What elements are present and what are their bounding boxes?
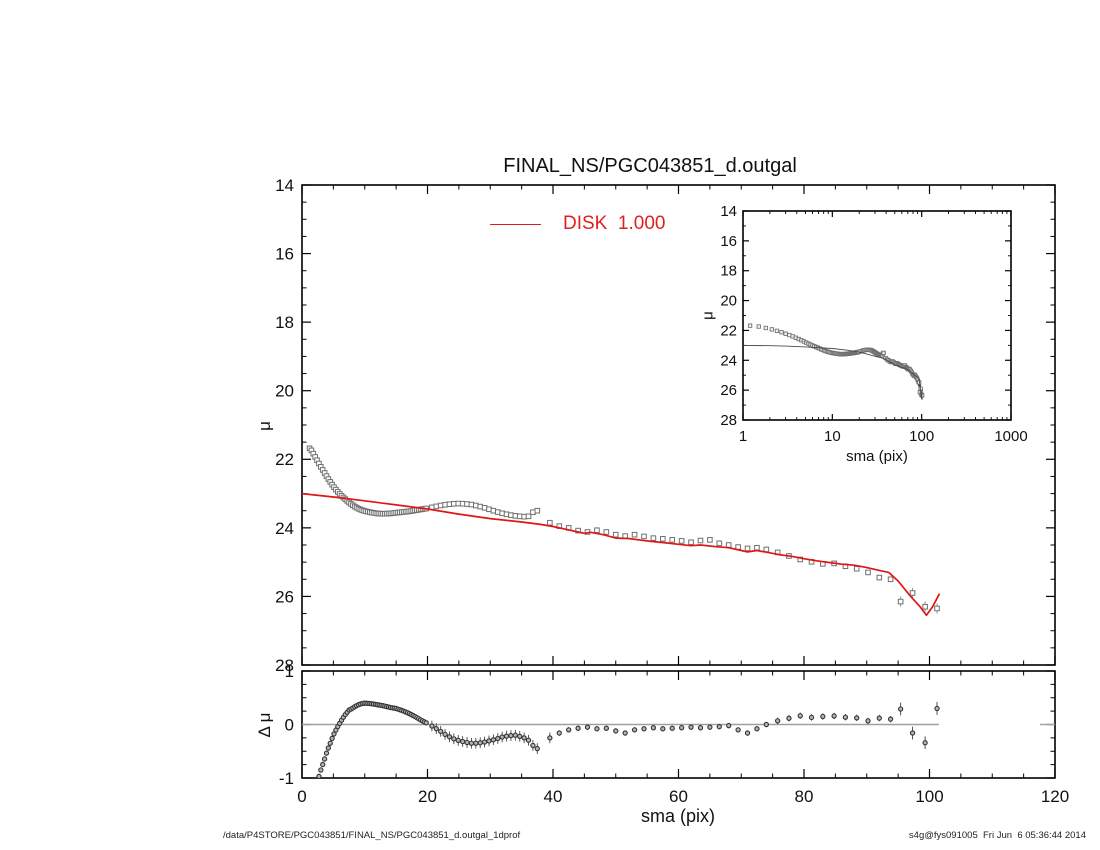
svg-text:16: 16 bbox=[275, 245, 294, 264]
svg-text:14: 14 bbox=[720, 203, 737, 220]
inset-data-points bbox=[747, 323, 925, 398]
svg-text:18: 18 bbox=[720, 263, 737, 280]
residual-data-points bbox=[316, 700, 940, 778]
svg-text:24: 24 bbox=[275, 519, 294, 538]
svg-text:22: 22 bbox=[720, 322, 737, 339]
plot-title: FINAL_NS/PGC043851_d.outgal bbox=[503, 155, 797, 177]
svg-text:10: 10 bbox=[824, 428, 841, 445]
svg-text:20: 20 bbox=[418, 787, 437, 806]
footer-file-path: /data/P4STORE/PGC043851/FINAL_NS/PGC0438… bbox=[223, 830, 521, 841]
residual-error-bars bbox=[318, 701, 938, 778]
inset-model-line bbox=[743, 344, 923, 399]
svg-text:24: 24 bbox=[720, 352, 737, 369]
svg-text:0: 0 bbox=[285, 715, 294, 734]
svg-text:100: 100 bbox=[915, 787, 943, 806]
main-data-points bbox=[306, 445, 940, 612]
main-error-bars bbox=[309, 447, 938, 614]
svg-text:1: 1 bbox=[739, 428, 747, 445]
footer-user-timestamp: s4g@fys091005 Fri Jun 6 05:36:44 2014 bbox=[908, 830, 1086, 841]
legend: DISK 1.000 bbox=[490, 213, 665, 235]
svg-text:26: 26 bbox=[275, 587, 294, 606]
svg-text:20: 20 bbox=[720, 293, 737, 310]
svg-text:28: 28 bbox=[275, 656, 294, 675]
svg-text:28: 28 bbox=[720, 412, 737, 429]
svg-text:60: 60 bbox=[669, 787, 688, 806]
svg-text:40: 40 bbox=[544, 787, 563, 806]
svg-text:14: 14 bbox=[275, 176, 294, 195]
disk-model-line bbox=[302, 492, 941, 617]
x-axis-label: sma (pix) bbox=[640, 806, 716, 826]
inset-x-axis-label: sma (pix) bbox=[846, 448, 908, 465]
svg-text:100: 100 bbox=[909, 428, 934, 445]
inset-y-axis-label: μ bbox=[699, 311, 717, 320]
svg-text:1: 1 bbox=[285, 662, 294, 681]
svg-text:80: 80 bbox=[795, 787, 814, 806]
svg-text:1000: 1000 bbox=[994, 428, 1027, 445]
svg-text:20: 20 bbox=[275, 382, 294, 401]
main-y-axis-label: μ bbox=[255, 421, 274, 431]
svg-text:16: 16 bbox=[720, 233, 737, 250]
svg-text:0: 0 bbox=[297, 787, 306, 806]
legend-label: DISK 1.000 bbox=[563, 213, 666, 234]
residual-y-axis-label: Δ μ bbox=[255, 712, 274, 738]
svg-text:26: 26 bbox=[720, 382, 737, 399]
svg-text:22: 22 bbox=[275, 450, 294, 469]
svg-text:-1: -1 bbox=[279, 769, 294, 788]
svg-text:18: 18 bbox=[275, 313, 294, 332]
legend-line-sample bbox=[490, 223, 541, 225]
svg-text:120: 120 bbox=[1041, 787, 1069, 806]
